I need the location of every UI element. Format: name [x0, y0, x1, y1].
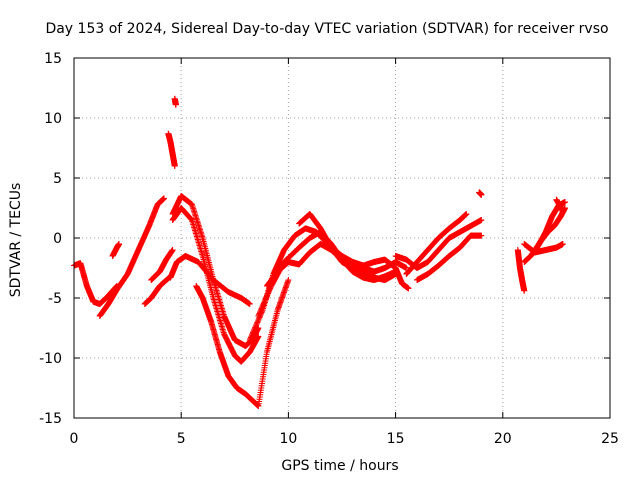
x-axis-label: GPS time / hours: [281, 458, 398, 474]
y-tick-label: 10: [44, 111, 62, 127]
y-tick-label: -5: [48, 291, 62, 307]
y-tick-label: 15: [44, 51, 62, 67]
x-tick-label: 5: [177, 431, 186, 447]
data-point: [559, 241, 566, 247]
data-point: [405, 285, 412, 292]
y-tick-label: -15: [39, 411, 62, 427]
y-tick-label: 5: [53, 171, 62, 187]
grid-lines: [74, 58, 610, 418]
x-tick-label: 15: [387, 431, 405, 447]
data-point: [478, 232, 485, 239]
data-point: [172, 101, 179, 108]
data-point: [161, 195, 168, 202]
data-point: [559, 208, 566, 215]
x-tick-label: 0: [70, 431, 79, 447]
data-point: [285, 277, 292, 283]
x-tick-label: 20: [494, 431, 512, 447]
data-point: [478, 191, 485, 198]
y-axis-label: SDTVAR / TECUs: [8, 183, 24, 298]
data-point: [116, 241, 123, 247]
chart-title: Day 153 of 2024, Sidereal Day-to-day VTE…: [45, 21, 608, 37]
data-points: [71, 95, 568, 409]
data-point: [169, 247, 176, 253]
data-point: [561, 199, 568, 205]
y-tick-label: -10: [39, 351, 62, 367]
data-point: [171, 163, 178, 169]
x-tick-label: 10: [279, 431, 297, 447]
data-point: [478, 217, 485, 223]
x-tick-label: 25: [601, 431, 619, 447]
data-point: [463, 211, 470, 217]
data-point: [521, 287, 528, 294]
data-point: [255, 333, 262, 340]
data-point: [246, 301, 253, 307]
y-tick-label: 0: [53, 231, 62, 247]
axis-ticks: 0 5 10 15 20 25 -15 -10 -5 0 5 10 15: [39, 51, 619, 447]
